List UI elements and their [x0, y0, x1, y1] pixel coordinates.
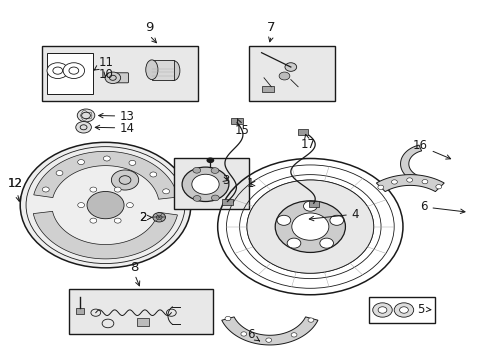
- Polygon shape: [33, 211, 177, 259]
- Circle shape: [126, 203, 133, 208]
- Circle shape: [90, 218, 97, 223]
- Circle shape: [285, 63, 296, 71]
- Circle shape: [87, 192, 124, 219]
- Circle shape: [56, 171, 63, 176]
- Bar: [221, 199, 233, 205]
- Text: 5: 5: [417, 303, 430, 316]
- Bar: [308, 201, 318, 207]
- Circle shape: [277, 215, 290, 225]
- Circle shape: [163, 189, 169, 194]
- Bar: [173, 158, 249, 209]
- Text: 7: 7: [266, 21, 275, 34]
- Text: 4: 4: [309, 208, 359, 221]
- Circle shape: [111, 170, 139, 190]
- Circle shape: [90, 187, 97, 192]
- Circle shape: [105, 72, 121, 84]
- Circle shape: [77, 109, 95, 122]
- Circle shape: [393, 303, 413, 317]
- Circle shape: [182, 167, 228, 202]
- Circle shape: [391, 180, 397, 184]
- Bar: [47, 53, 93, 94]
- Circle shape: [435, 185, 441, 189]
- Bar: [298, 130, 307, 135]
- Circle shape: [150, 172, 157, 177]
- Circle shape: [191, 174, 219, 194]
- Ellipse shape: [145, 60, 158, 80]
- Circle shape: [20, 142, 190, 268]
- Circle shape: [76, 122, 91, 133]
- Text: 11: 11: [94, 56, 113, 70]
- Text: 9: 9: [145, 21, 153, 34]
- Bar: [368, 297, 434, 323]
- Circle shape: [206, 157, 214, 163]
- Text: 15: 15: [234, 119, 249, 137]
- Circle shape: [47, 63, 68, 78]
- Circle shape: [286, 238, 300, 248]
- Polygon shape: [34, 151, 178, 199]
- Circle shape: [307, 318, 313, 322]
- Bar: [69, 289, 212, 334]
- Text: 2: 2: [139, 211, 152, 224]
- Polygon shape: [400, 145, 421, 183]
- Circle shape: [103, 156, 110, 161]
- Circle shape: [265, 338, 271, 342]
- Text: 10: 10: [98, 68, 113, 81]
- Text: 8: 8: [130, 261, 139, 274]
- Polygon shape: [221, 317, 317, 345]
- Bar: [76, 308, 83, 314]
- Circle shape: [42, 187, 49, 192]
- Text: 12: 12: [8, 177, 22, 190]
- Circle shape: [193, 195, 201, 201]
- Circle shape: [78, 203, 84, 208]
- Circle shape: [319, 238, 333, 248]
- Circle shape: [129, 160, 136, 165]
- Circle shape: [63, 63, 84, 78]
- Circle shape: [406, 178, 412, 182]
- Ellipse shape: [167, 61, 180, 81]
- Circle shape: [192, 167, 200, 173]
- Bar: [42, 45, 198, 101]
- Circle shape: [421, 180, 427, 184]
- Circle shape: [114, 218, 121, 223]
- Bar: [137, 319, 149, 326]
- Circle shape: [246, 180, 373, 273]
- Circle shape: [78, 159, 84, 165]
- Bar: [261, 86, 273, 92]
- Circle shape: [377, 307, 386, 313]
- Text: 1: 1: [246, 177, 254, 190]
- Text: 16: 16: [412, 139, 449, 159]
- FancyBboxPatch shape: [116, 73, 128, 83]
- Bar: [231, 118, 243, 125]
- Text: 17: 17: [300, 134, 315, 150]
- Text: 12: 12: [8, 177, 22, 201]
- Circle shape: [241, 332, 246, 336]
- Circle shape: [279, 72, 289, 80]
- Bar: [249, 45, 334, 101]
- Text: 14: 14: [95, 122, 135, 135]
- Circle shape: [114, 187, 121, 192]
- Polygon shape: [376, 175, 443, 192]
- Circle shape: [211, 195, 219, 201]
- Circle shape: [372, 303, 391, 317]
- Bar: [152, 60, 173, 80]
- Text: 3: 3: [222, 174, 229, 186]
- Circle shape: [153, 213, 165, 222]
- Circle shape: [329, 215, 343, 225]
- Text: 6: 6: [246, 328, 259, 341]
- Circle shape: [291, 213, 328, 240]
- Circle shape: [399, 307, 407, 313]
- Circle shape: [275, 201, 345, 252]
- Text: 2: 2: [139, 211, 147, 224]
- Circle shape: [303, 201, 317, 211]
- Text: 13: 13: [99, 110, 135, 123]
- Circle shape: [290, 333, 296, 337]
- Circle shape: [224, 316, 230, 321]
- Circle shape: [211, 168, 219, 174]
- Text: 6: 6: [419, 201, 464, 213]
- Circle shape: [377, 185, 383, 189]
